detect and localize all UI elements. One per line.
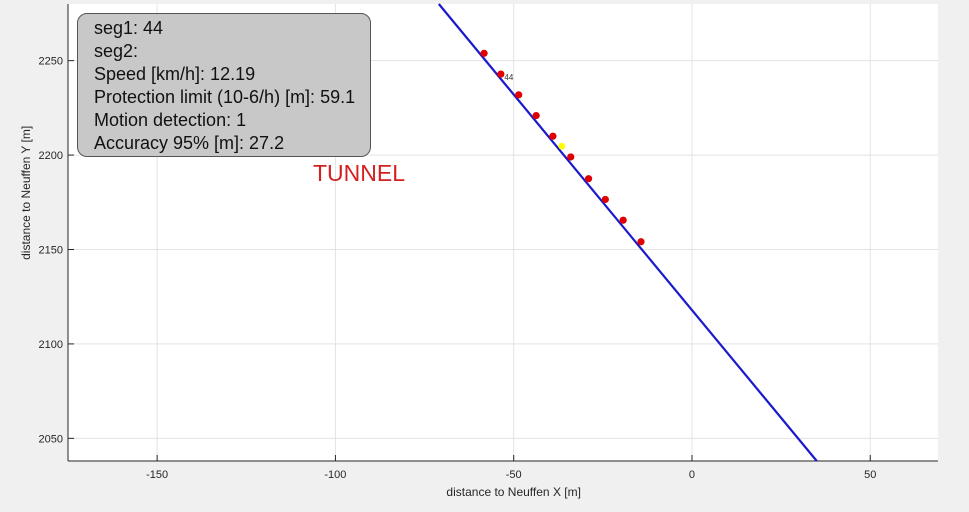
info-seg2: seg2:	[94, 41, 139, 61]
data-point	[480, 49, 488, 57]
x-tick-label: 50	[864, 469, 876, 481]
point-label: 44	[504, 73, 513, 82]
y-tick-label: 2150	[39, 244, 63, 256]
info-protection-limit: Protection limit (10-6/h) [m]: 59.1	[94, 87, 356, 107]
y-tick-label: 2200	[39, 150, 63, 162]
data-point	[532, 112, 540, 120]
data-point	[637, 238, 645, 246]
x-tick-label: -150	[146, 469, 168, 481]
data-point	[515, 91, 523, 99]
x-tick-label: -50	[506, 469, 522, 481]
x-tick-label: -100	[324, 469, 346, 481]
x-tick-label: 0	[689, 469, 695, 481]
info-accuracy: Accuracy 95% [m]: 27.2	[94, 133, 285, 153]
data-point	[601, 195, 609, 204]
trajectory-line	[437, 3, 818, 462]
data-point	[549, 132, 557, 140]
info-seg1: seg1: 44	[94, 18, 164, 38]
y-tick-label: 2100	[39, 339, 63, 351]
data-point	[497, 70, 505, 78]
info-box: seg1: 44 seg2: Speed [km/h]: 12.19 Prote…	[77, 13, 371, 157]
data-point	[584, 175, 593, 183]
data-point	[567, 153, 575, 161]
y-axis-title: distance to Neuffen Y [m]	[19, 126, 33, 260]
info-speed: Speed [km/h]: 12.19	[94, 64, 256, 84]
axes: -150 -100 -50 0 50 2050 2100 2150 2200 2250	[39, 4, 938, 481]
y-tick-label: 2250	[39, 56, 63, 68]
y-tick-label: 2050	[39, 433, 63, 445]
data-layer: 44	[437, 3, 818, 462]
tunnel-annotation: TUNNEL	[313, 160, 406, 186]
x-axis-title: distance to Neuffen X [m]	[446, 485, 581, 499]
info-motion-detection: Motion detection: 1	[94, 110, 247, 130]
current-point	[558, 142, 566, 150]
data-point	[619, 216, 627, 224]
